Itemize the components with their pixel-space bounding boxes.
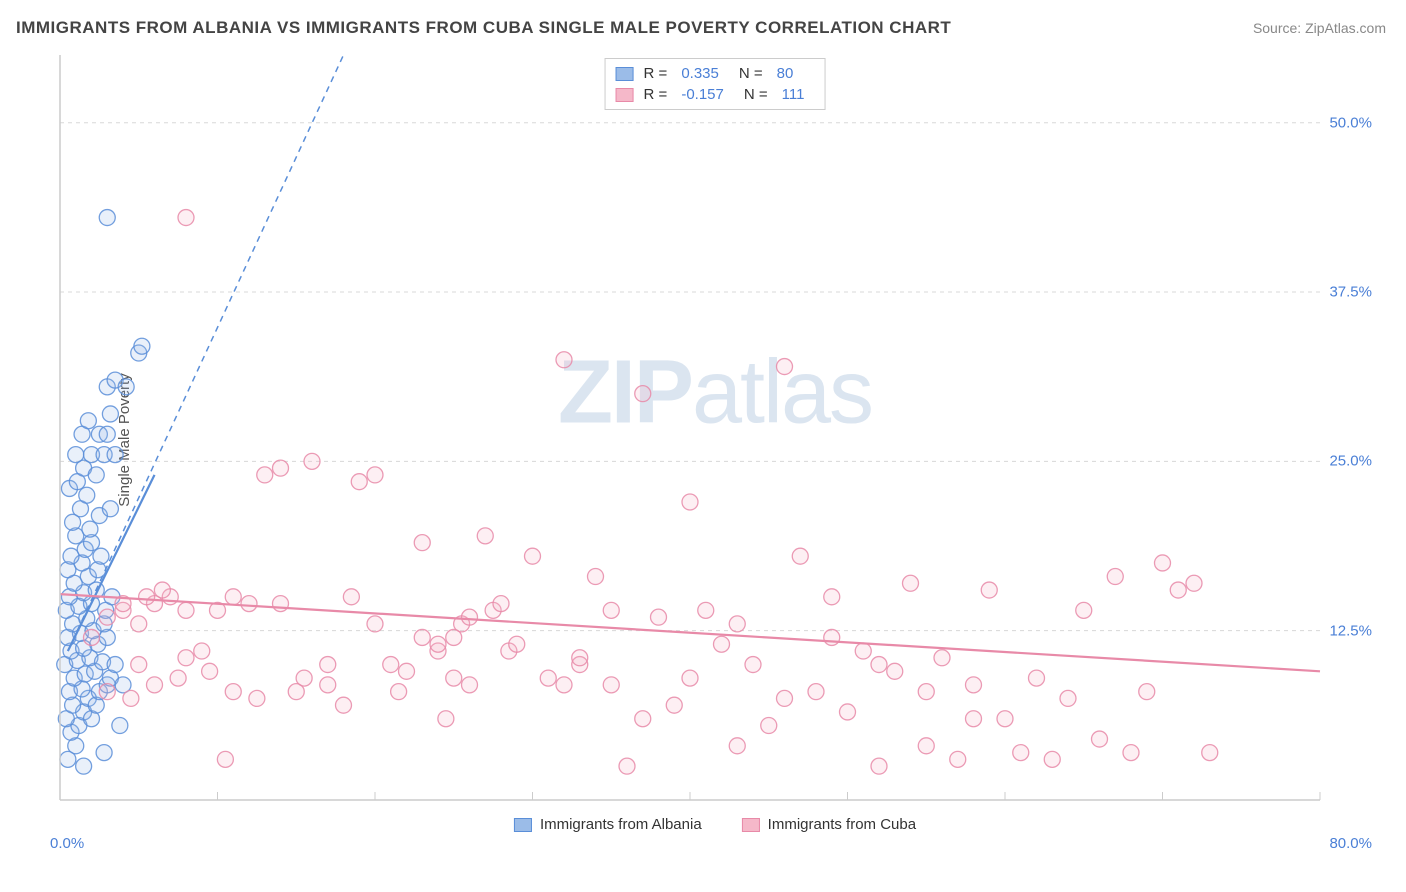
y-tick-label: 50.0% bbox=[1329, 114, 1372, 131]
r-label: R = bbox=[644, 65, 668, 82]
series-legend: Immigrants from Albania Immigrants from … bbox=[514, 816, 916, 833]
correlation-legend: R = 0.335 N = 80 R = -0.157 N = 111 bbox=[605, 58, 826, 110]
y-tick-label: 37.5% bbox=[1329, 284, 1372, 301]
x-tick-min: 0.0% bbox=[50, 835, 84, 852]
n-value-albania: 80 bbox=[777, 65, 794, 82]
swatch-albania-icon bbox=[514, 818, 532, 832]
swatch-cuba bbox=[616, 88, 634, 102]
swatch-albania bbox=[616, 67, 634, 81]
scatter-plot bbox=[50, 50, 1380, 830]
r-value-cuba: -0.157 bbox=[681, 86, 724, 103]
r-label: R = bbox=[644, 86, 668, 103]
chart-title: IMMIGRANTS FROM ALBANIA VS IMMIGRANTS FR… bbox=[16, 18, 951, 38]
legend-item-albania: Immigrants from Albania bbox=[514, 816, 702, 833]
y-tick-label: 25.0% bbox=[1329, 453, 1372, 470]
y-tick-label: 12.5% bbox=[1329, 622, 1372, 639]
swatch-cuba-icon bbox=[742, 818, 760, 832]
series-name-albania: Immigrants from Albania bbox=[540, 816, 702, 833]
legend-row-cuba: R = -0.157 N = 111 bbox=[616, 84, 815, 105]
r-value-albania: 0.335 bbox=[681, 65, 719, 82]
n-value-cuba: 111 bbox=[782, 86, 805, 103]
chart-area: Single Male Poverty ZIPatlas R = 0.335 N… bbox=[50, 50, 1380, 830]
n-label: N = bbox=[739, 65, 763, 82]
n-label: N = bbox=[744, 86, 768, 103]
legend-item-cuba: Immigrants from Cuba bbox=[742, 816, 916, 833]
legend-row-albania: R = 0.335 N = 80 bbox=[616, 63, 815, 84]
series-name-cuba: Immigrants from Cuba bbox=[768, 816, 916, 833]
source-attribution: Source: ZipAtlas.com bbox=[1253, 20, 1386, 36]
x-tick-max: 80.0% bbox=[1329, 835, 1372, 852]
